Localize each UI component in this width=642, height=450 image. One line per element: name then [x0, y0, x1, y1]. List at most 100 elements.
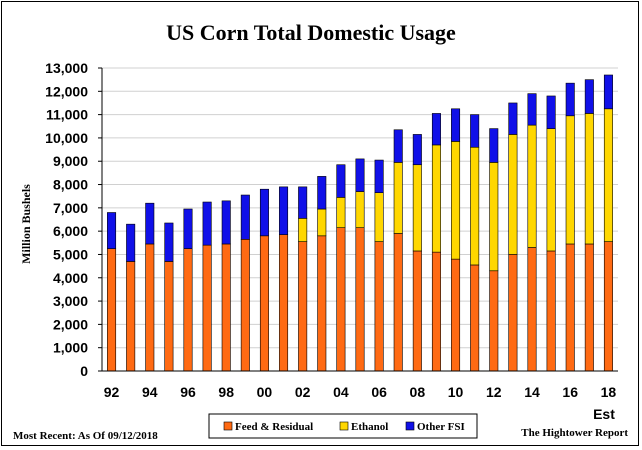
- legend-label: Other FSI: [417, 421, 465, 433]
- bar-feed-residual-92: [107, 248, 117, 372]
- y-tick-label: 2,000: [53, 316, 88, 332]
- bar-other-fsi-07: [393, 129, 403, 163]
- bar-feed-residual-08: [412, 250, 422, 372]
- bar-other-fsi-09: [431, 113, 441, 146]
- legend-label: Feed & Residual: [235, 421, 313, 433]
- bar-ethanol-06: [374, 192, 384, 242]
- bar-feed-residual-17: [584, 243, 594, 372]
- y-tick-label: 13,000: [45, 60, 88, 76]
- bar-feed-residual-06: [374, 241, 384, 372]
- bar-ethanol-17: [584, 113, 594, 245]
- bar-other-fsi-95: [164, 222, 174, 262]
- bar-feed-residual-09: [431, 251, 441, 372]
- bar-other-fsi-02: [298, 186, 308, 219]
- bar-feed-residual-00: [259, 235, 269, 372]
- bar-ethanol-08: [412, 164, 422, 252]
- bar-other-fsi-01: [279, 186, 289, 235]
- bar-other-fsi-99: [240, 194, 250, 240]
- x-tick-label: 12: [486, 384, 502, 400]
- bar-ethanol-16: [565, 115, 575, 245]
- bar-ethanol-15: [546, 128, 556, 252]
- bar-other-fsi-14: [527, 93, 537, 126]
- bar-feed-residual-94: [145, 243, 155, 372]
- x-tick-label: 14: [524, 384, 540, 400]
- bar-feed-residual-96: [183, 248, 193, 372]
- legend-swatch: [405, 421, 415, 431]
- y-tick-label: 11,000: [46, 107, 88, 123]
- bar-other-fsi-08: [412, 134, 422, 166]
- most-recent-note: Most Recent: As Of 09/12/2018: [13, 430, 158, 442]
- bar-ethanol-03: [317, 208, 327, 237]
- legend-swatch: [339, 421, 349, 431]
- bar-feed-residual-11: [470, 264, 480, 372]
- x-tick-label: 10: [448, 384, 464, 400]
- y-tick-label: 8,000: [53, 177, 88, 193]
- bar-other-fsi-17: [584, 79, 594, 114]
- bar-other-fsi-00: [259, 188, 269, 237]
- bar-feed-residual-98: [221, 243, 231, 372]
- bar-feed-residual-18: [603, 241, 613, 372]
- est-label: Est: [593, 406, 615, 422]
- bar-feed-residual-05: [355, 227, 365, 372]
- bars: [107, 74, 613, 372]
- bar-feed-residual-97: [202, 244, 212, 372]
- x-tick-label: 08: [410, 384, 426, 400]
- axes: [101, 68, 618, 372]
- chart-svg: US Corn Total Domestic Usage 0 1,000 2,000…: [13, 20, 628, 442]
- bar-feed-residual-03: [317, 235, 327, 372]
- bar-feed-residual-15: [546, 250, 556, 372]
- bar-other-fsi-11: [470, 114, 480, 148]
- x-tick-label: 06: [371, 384, 387, 400]
- bar-feed-residual-14: [527, 247, 537, 372]
- bar-ethanol-11: [470, 146, 480, 266]
- bar-other-fsi-04: [336, 164, 346, 198]
- bar-feed-residual-16: [565, 243, 575, 372]
- legend: Feed & Residual Ethanol Other FSI: [208, 413, 478, 439]
- chart-title: US Corn Total Domestic Usage: [166, 20, 456, 45]
- source-note: The Hightower Report: [521, 427, 628, 439]
- bar-feed-residual-93: [126, 261, 136, 372]
- bar-other-fsi-94: [145, 202, 155, 245]
- y-tick-label: 0: [80, 363, 88, 379]
- bar-other-fsi-15: [546, 95, 556, 129]
- x-tick-label: 04: [333, 384, 349, 400]
- bar-other-fsi-92: [107, 212, 117, 249]
- x-tick-label: 94: [142, 384, 158, 400]
- y-tick-label: 9,000: [53, 153, 88, 169]
- y-tick-label: 5,000: [53, 246, 88, 262]
- bar-other-fsi-16: [565, 82, 575, 117]
- y-tick-label: 7,000: [53, 200, 88, 216]
- x-tick-label: 02: [295, 384, 311, 400]
- y-axis-label: Million Bushels: [19, 184, 33, 264]
- bar-other-fsi-97: [202, 201, 212, 246]
- bar-ethanol-18: [603, 108, 613, 242]
- y-tick-label: 1,000: [53, 340, 88, 356]
- x-tick-labels: 92 94 96 98 00 02 04 06 08 10 12 14 16 18: [104, 384, 617, 400]
- bar-ethanol-12: [489, 162, 499, 272]
- x-tick-label: 18: [601, 384, 617, 400]
- y-tick-label: 3,000: [53, 293, 88, 309]
- bar-feed-residual-99: [240, 239, 250, 372]
- bar-feed-residual-12: [489, 270, 499, 372]
- bar-feed-residual-02: [298, 241, 308, 372]
- legend-swatch: [223, 421, 233, 431]
- y-tick-label: 6,000: [53, 223, 88, 239]
- bar-ethanol-14: [527, 124, 537, 248]
- y-tick-label: 10,000: [45, 130, 88, 146]
- bar-other-fsi-10: [451, 108, 461, 142]
- x-tick-label: 92: [104, 384, 120, 400]
- bar-other-fsi-13: [508, 102, 518, 135]
- bar-feed-residual-95: [164, 261, 174, 372]
- x-tick-label: 00: [257, 384, 273, 400]
- y-tick-label: 4,000: [53, 270, 88, 286]
- x-tick-label: 16: [562, 384, 578, 400]
- x-tick-label: 98: [218, 384, 234, 400]
- bar-ethanol-04: [336, 197, 346, 228]
- bar-other-fsi-98: [221, 200, 231, 245]
- bar-other-fsi-96: [183, 208, 193, 249]
- y-tick-labels: 0 1,000 2,000 3,000 4,000 5,000 6,000 7,000 8,00…: [45, 60, 102, 379]
- bar-other-fsi-06: [374, 159, 384, 193]
- y-tick-label: 12,000: [45, 83, 88, 99]
- bar-feed-residual-10: [451, 258, 461, 372]
